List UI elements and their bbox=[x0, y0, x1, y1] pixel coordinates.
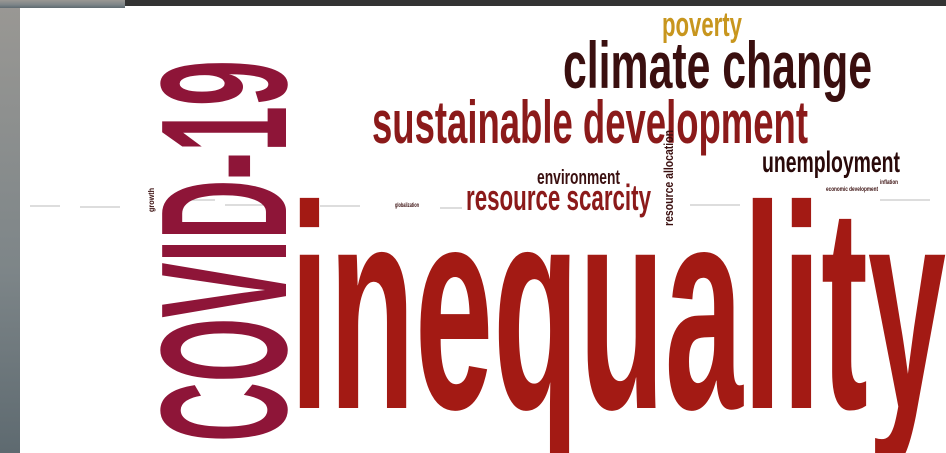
page: {"words": [ {"text": "poverty"}, {"text"… bbox=[0, 0, 946, 453]
word: globalization bbox=[395, 203, 419, 209]
word: inflation bbox=[880, 180, 898, 186]
top-bar bbox=[125, 0, 946, 6]
word: economic development bbox=[826, 187, 878, 193]
word: growth bbox=[147, 188, 156, 212]
photo-edge bbox=[0, 0, 20, 453]
photo-edge-top bbox=[0, 0, 125, 8]
word-cloud-screenshot: poverty climate change sustainable devel… bbox=[0, 0, 946, 453]
